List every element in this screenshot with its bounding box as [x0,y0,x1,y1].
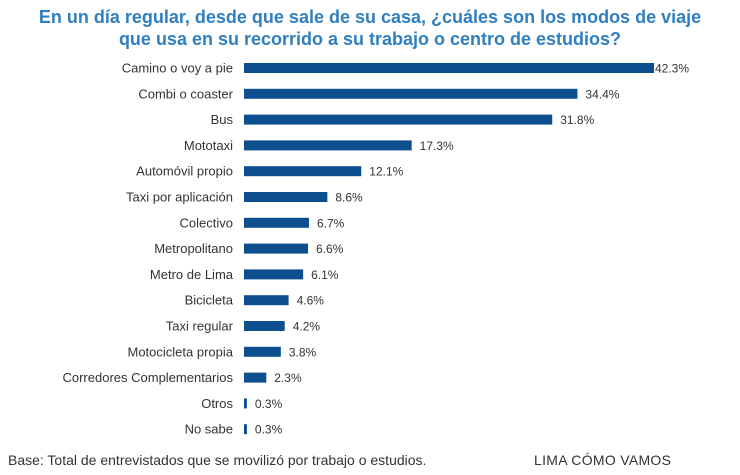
chart-title-line-2: que usa en su recorrido a su trabajo o c… [118,29,622,49]
data-label: 3.8% [289,345,317,359]
bar [244,217,309,228]
category-label: Motocicleta propia [128,344,234,359]
data-label: 2.3% [274,371,302,385]
bar [244,346,281,357]
data-label: 42.3% [655,62,689,76]
bar [244,63,654,73]
bar [244,166,362,177]
category-label: Automóvil propio [136,164,233,179]
data-label: 34.4% [585,87,619,101]
footer-note: Base: Total de entrevistados que se movi… [8,452,427,468]
category-label: Bicicleta [185,293,234,308]
category-label: Otros [201,396,233,411]
category-label: Taxi regular [166,319,234,334]
bar [244,295,289,306]
bar [244,398,247,409]
category-label: Combi o coaster [138,86,233,101]
bar [244,243,308,254]
bar [244,140,412,151]
category-label: Metro de Lima [150,267,234,282]
category-label: Camino o voy a pie [122,61,233,76]
data-label: 4.2% [293,320,321,334]
category-label: No sabe [185,422,233,437]
bar-chart: Camino o voy a pie 42.3% Combi o coaster 34… [62,61,689,437]
data-label: 4.6% [297,294,325,308]
chart-title: En un día regular, desde que sale de su … [0,6,740,50]
data-label: 8.6% [335,191,363,205]
category-label: Taxi por aplicación [126,190,233,205]
bar [244,424,247,435]
data-label: 6.7% [317,216,345,230]
data-label: 0.3% [255,423,283,437]
data-label: 12.1% [369,165,403,179]
category-label: Colectivo [180,215,233,230]
bar [244,321,285,331]
data-label: 17.3% [420,139,454,153]
data-label: 31.8% [560,113,594,127]
category-label: Mototaxi [184,138,233,153]
data-label: 0.3% [255,397,283,411]
bar [244,192,328,202]
bar [244,372,267,383]
category-label: Metropolitano [154,241,233,256]
category-label: Bus [211,112,234,127]
data-label: 6.6% [316,242,344,256]
footer-brand: LIMA CÓMO VAMOS [534,452,672,468]
category-label: Corredores Complementarios [62,370,233,385]
bar [244,114,553,125]
chart-title-line-1: En un día regular, desde que sale de su … [38,7,702,27]
bar [244,269,304,280]
data-label: 6.1% [311,268,339,282]
bar [244,88,578,99]
